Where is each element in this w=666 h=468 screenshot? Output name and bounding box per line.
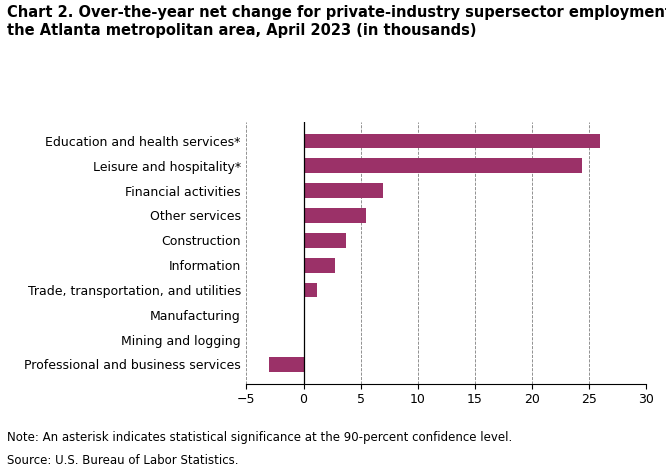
- Bar: [304, 283, 317, 297]
- Bar: [304, 258, 336, 272]
- Bar: [304, 233, 346, 248]
- Bar: [269, 357, 304, 372]
- Text: Chart 2. Over-the-year net change for private-industry supersector employment in: Chart 2. Over-the-year net change for pr…: [7, 5, 666, 38]
- Text: Source: U.S. Bureau of Labor Statistics.: Source: U.S. Bureau of Labor Statistics.: [7, 454, 238, 467]
- Text: Note: An asterisk indicates statistical significance at the 90-percent confidenc: Note: An asterisk indicates statistical …: [7, 431, 512, 444]
- Bar: [304, 133, 600, 148]
- Bar: [304, 158, 582, 173]
- Bar: [304, 183, 384, 198]
- Bar: [304, 208, 366, 223]
